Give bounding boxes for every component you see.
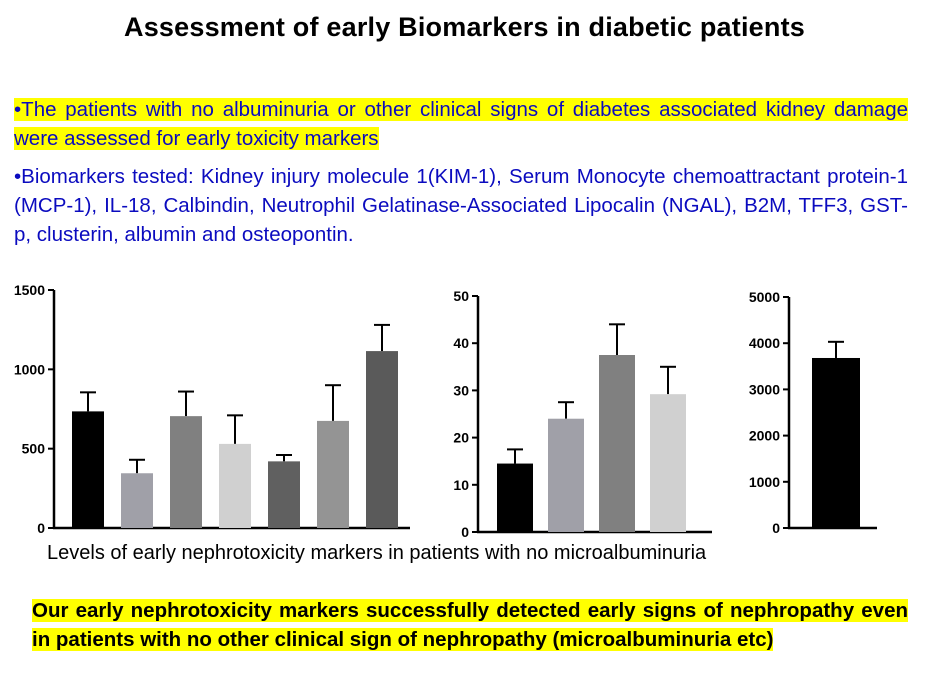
figure-caption: Levels of early nephrotoxicity markers i… [47, 542, 707, 564]
bar-2-1 [497, 463, 533, 532]
y-tick-label-1-2: 1000 [14, 361, 45, 377]
y-tick-label-1-1: 500 [22, 441, 46, 457]
bar-1-6 [317, 420, 349, 528]
conclusion: Our early nephrotoxicity markers success… [32, 596, 908, 654]
bar-2-3 [599, 355, 635, 532]
y-tick-label-1-3: 1500 [14, 282, 45, 298]
bullet-patients: •The patients with no albuminuria or oth… [14, 95, 908, 153]
bar-1-1 [72, 411, 104, 528]
y-tick-label-3-4: 4000 [749, 335, 780, 351]
y-tick-label-2-2: 20 [453, 430, 469, 446]
y-tick-label-2-0: 0 [461, 524, 469, 540]
bar-1-5 [268, 461, 300, 528]
y-tick-label-2-4: 40 [453, 335, 469, 351]
y-tick-label-3-2: 2000 [749, 428, 780, 444]
bar-1-7 [366, 351, 398, 528]
bar-2-4 [650, 394, 686, 532]
slide-title: Assessment of early Biomarkers in diabet… [124, 12, 805, 42]
y-tick-label-2-5: 50 [453, 288, 469, 304]
bullet-biomarkers: •Biomarkers tested: Kidney injury molecu… [14, 165, 908, 246]
bar-2-2 [548, 418, 584, 532]
bar-3-1 [812, 357, 860, 528]
y-tick-label-3-3: 3000 [749, 381, 780, 397]
y-tick-label-3-0: 0 [772, 520, 780, 536]
bar-1-2 [121, 473, 153, 528]
y-tick-label-3-5: 5000 [749, 289, 780, 305]
y-tick-label-2-3: 30 [453, 382, 469, 398]
y-tick-label-1-0: 0 [37, 520, 45, 536]
bar-1-4 [219, 443, 251, 528]
bar-1-3 [170, 416, 202, 528]
conclusion-text: Our early nephrotoxicity markers success… [32, 599, 908, 651]
y-tick-label-2-1: 10 [453, 477, 469, 493]
y-tick-label-3-1: 1000 [749, 474, 780, 490]
